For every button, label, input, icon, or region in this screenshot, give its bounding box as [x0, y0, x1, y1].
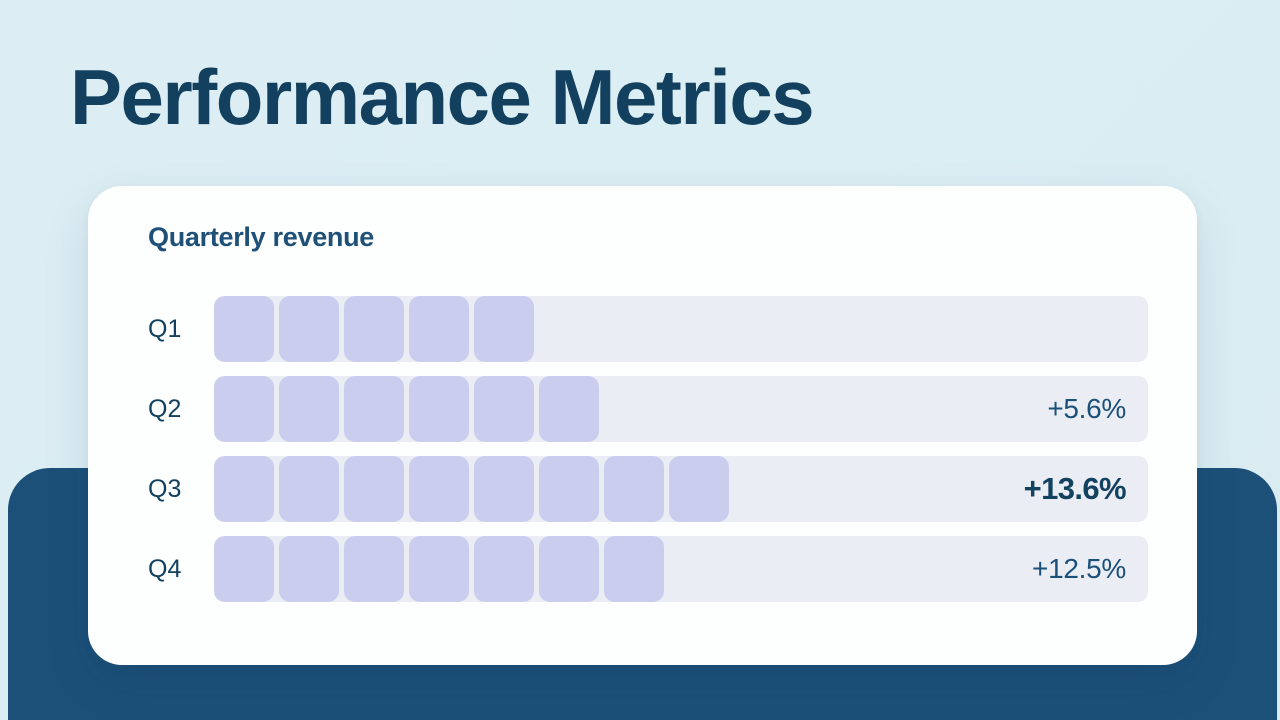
bar-block: [409, 536, 469, 602]
page-title: Performance Metrics: [70, 53, 815, 141]
bar-block: [474, 456, 534, 522]
bar-blocks: [214, 536, 664, 602]
quarter-row: Q4 +12.5%: [148, 536, 1148, 602]
bar-block: [604, 536, 664, 602]
bar-block: [279, 456, 339, 522]
bar-block: [409, 376, 469, 442]
growth-percent-label: +13.6%: [1023, 471, 1127, 506]
bar-block: [539, 456, 599, 522]
quarter-label: Q3: [148, 474, 182, 503]
bar-block: [279, 376, 339, 442]
bar-block: [409, 456, 469, 522]
bar-block: [214, 536, 274, 602]
bar-block: [214, 296, 274, 362]
growth-percent-label: +12.5%: [1032, 553, 1126, 584]
bar-block: [539, 376, 599, 442]
quarter-row: Q3 +13.6%: [148, 456, 1148, 522]
bar-block: [279, 536, 339, 602]
bar-block: [214, 376, 274, 442]
bar-block: [344, 376, 404, 442]
bar-block: [344, 296, 404, 362]
bar-block: [474, 536, 534, 602]
quarter-label: Q4: [148, 554, 182, 583]
metrics-card: Quarterly revenue Q1 Q2 +5.6% Q3 +13.6% Q4 +12…: [88, 186, 1197, 665]
quarter-bar-body: [214, 296, 1148, 362]
quarter-bar-body: +13.6%: [214, 456, 1148, 522]
quarter-row: Q1: [148, 296, 1148, 362]
bar-block: [539, 536, 599, 602]
card-title: Quarterly revenue: [148, 222, 375, 252]
bar-blocks: [214, 456, 729, 522]
bar-block: [669, 456, 729, 522]
bar-block: [474, 376, 534, 442]
quarter-rows: Q1 Q2 +5.6% Q3 +13.6% Q4 +12.5%: [148, 296, 1148, 602]
bar-block: [474, 296, 534, 362]
quarter-label: Q2: [148, 394, 182, 423]
bar-block: [409, 296, 469, 362]
growth-percent-label: +5.6%: [1047, 393, 1126, 424]
bar-block: [604, 456, 664, 522]
quarter-row: Q2 +5.6%: [148, 376, 1148, 442]
quarter-bar-body: +12.5%: [214, 536, 1148, 602]
bar-blocks: [214, 376, 599, 442]
bar-block: [344, 456, 404, 522]
bar-block: [279, 296, 339, 362]
bar-block: [214, 456, 274, 522]
quarter-bar-body: +5.6%: [214, 376, 1148, 442]
bar-block: [344, 536, 404, 602]
bar-blocks: [214, 296, 534, 362]
quarter-label: Q1: [148, 314, 182, 343]
